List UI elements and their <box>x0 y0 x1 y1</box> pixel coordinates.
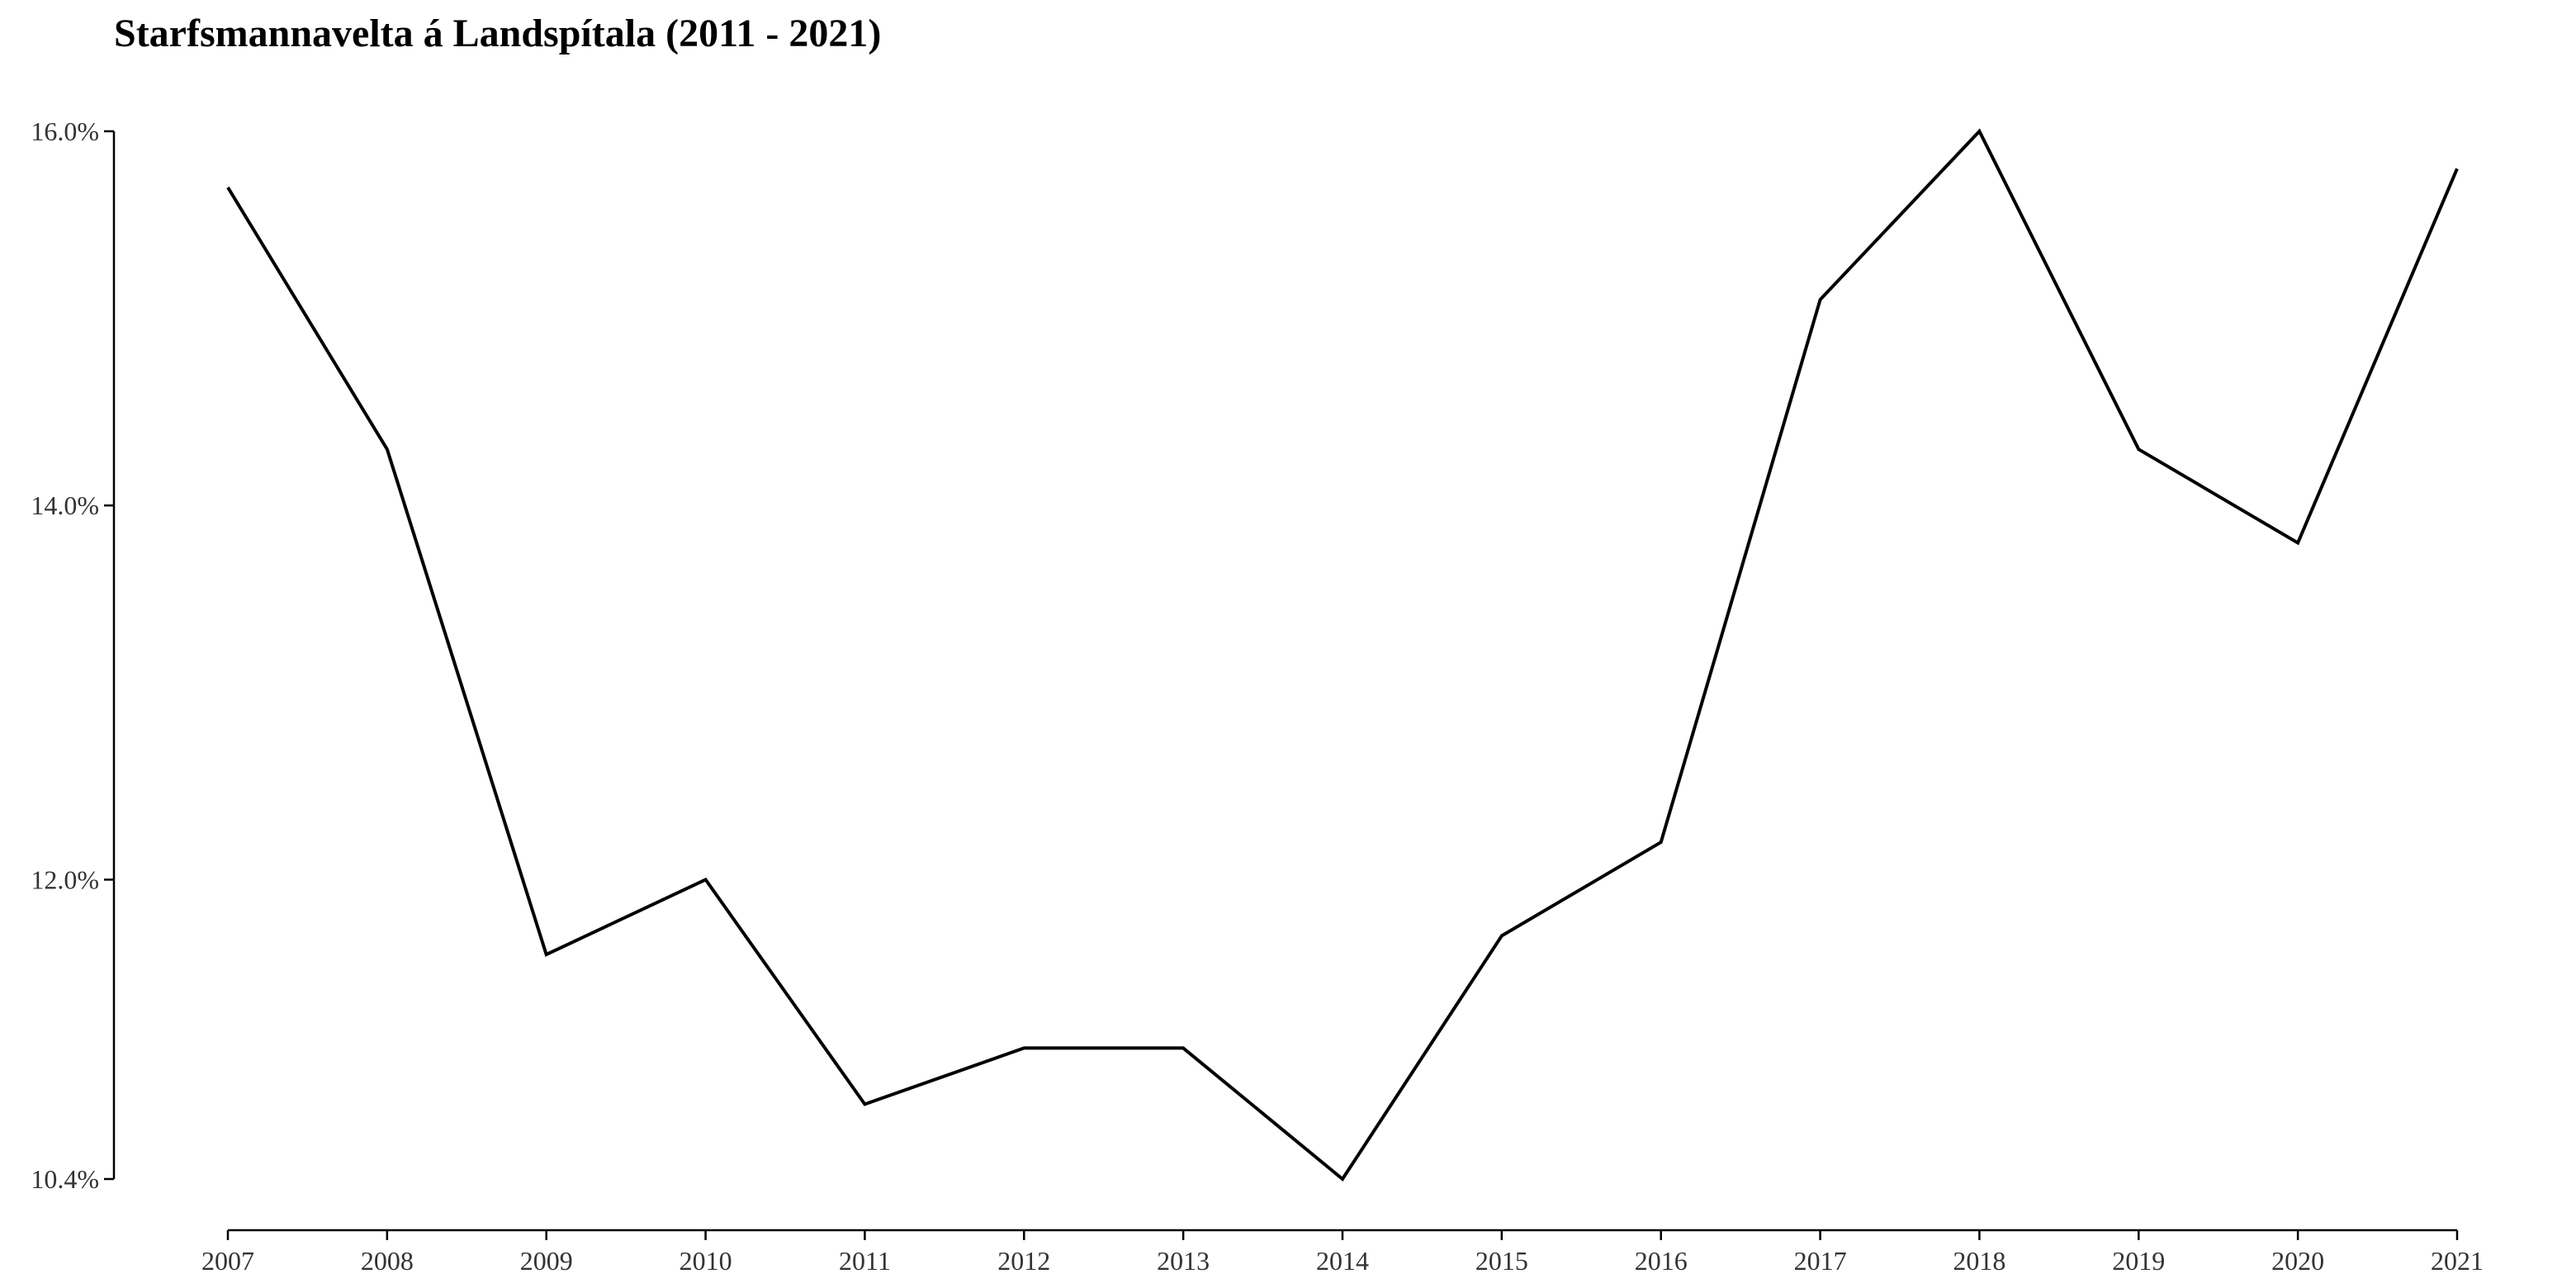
y-axis: 10.4% 12.0% 14.0% 16.0% <box>31 116 116 1194</box>
x-tick-label: 2012 <box>997 1246 1050 1276</box>
x-tick-label: 2016 <box>1635 1246 1688 1276</box>
series-line <box>226 128 2459 1181</box>
y-tick-label: 12.0% <box>31 864 99 894</box>
y-tick-label: 10.4% <box>31 1164 99 1194</box>
y-tick-label: 14.0% <box>31 490 99 520</box>
x-tick-label: 2020 <box>2271 1246 2324 1276</box>
x-tick-label: 2015 <box>1475 1246 1528 1276</box>
x-tick-label: 2017 <box>1794 1246 1847 1276</box>
chart-title: Starfsmannavelta á Landspítala (2011 - 2… <box>114 12 881 55</box>
x-tick-label: 2009 <box>520 1246 573 1276</box>
y-tick-label: 16.0% <box>31 116 99 146</box>
x-tick-label: 2011 <box>839 1246 891 1276</box>
x-tick-label: 2010 <box>680 1246 732 1276</box>
x-tick-label: 2007 <box>201 1246 254 1276</box>
x-tick-label: 2021 <box>2431 1246 2484 1276</box>
x-axis: 2007 2008 2009 2010 2011 2012 2013 2014 2015 2016… <box>201 1229 2484 1276</box>
series-layer <box>226 128 2459 1181</box>
x-tick-label: 2008 <box>361 1246 414 1276</box>
x-tick-label: 2013 <box>1157 1246 1210 1276</box>
x-tick-label: 2014 <box>1316 1246 1369 1276</box>
x-tick-label: 2018 <box>1953 1246 2005 1276</box>
x-tick-label: 2019 <box>2112 1246 2165 1276</box>
